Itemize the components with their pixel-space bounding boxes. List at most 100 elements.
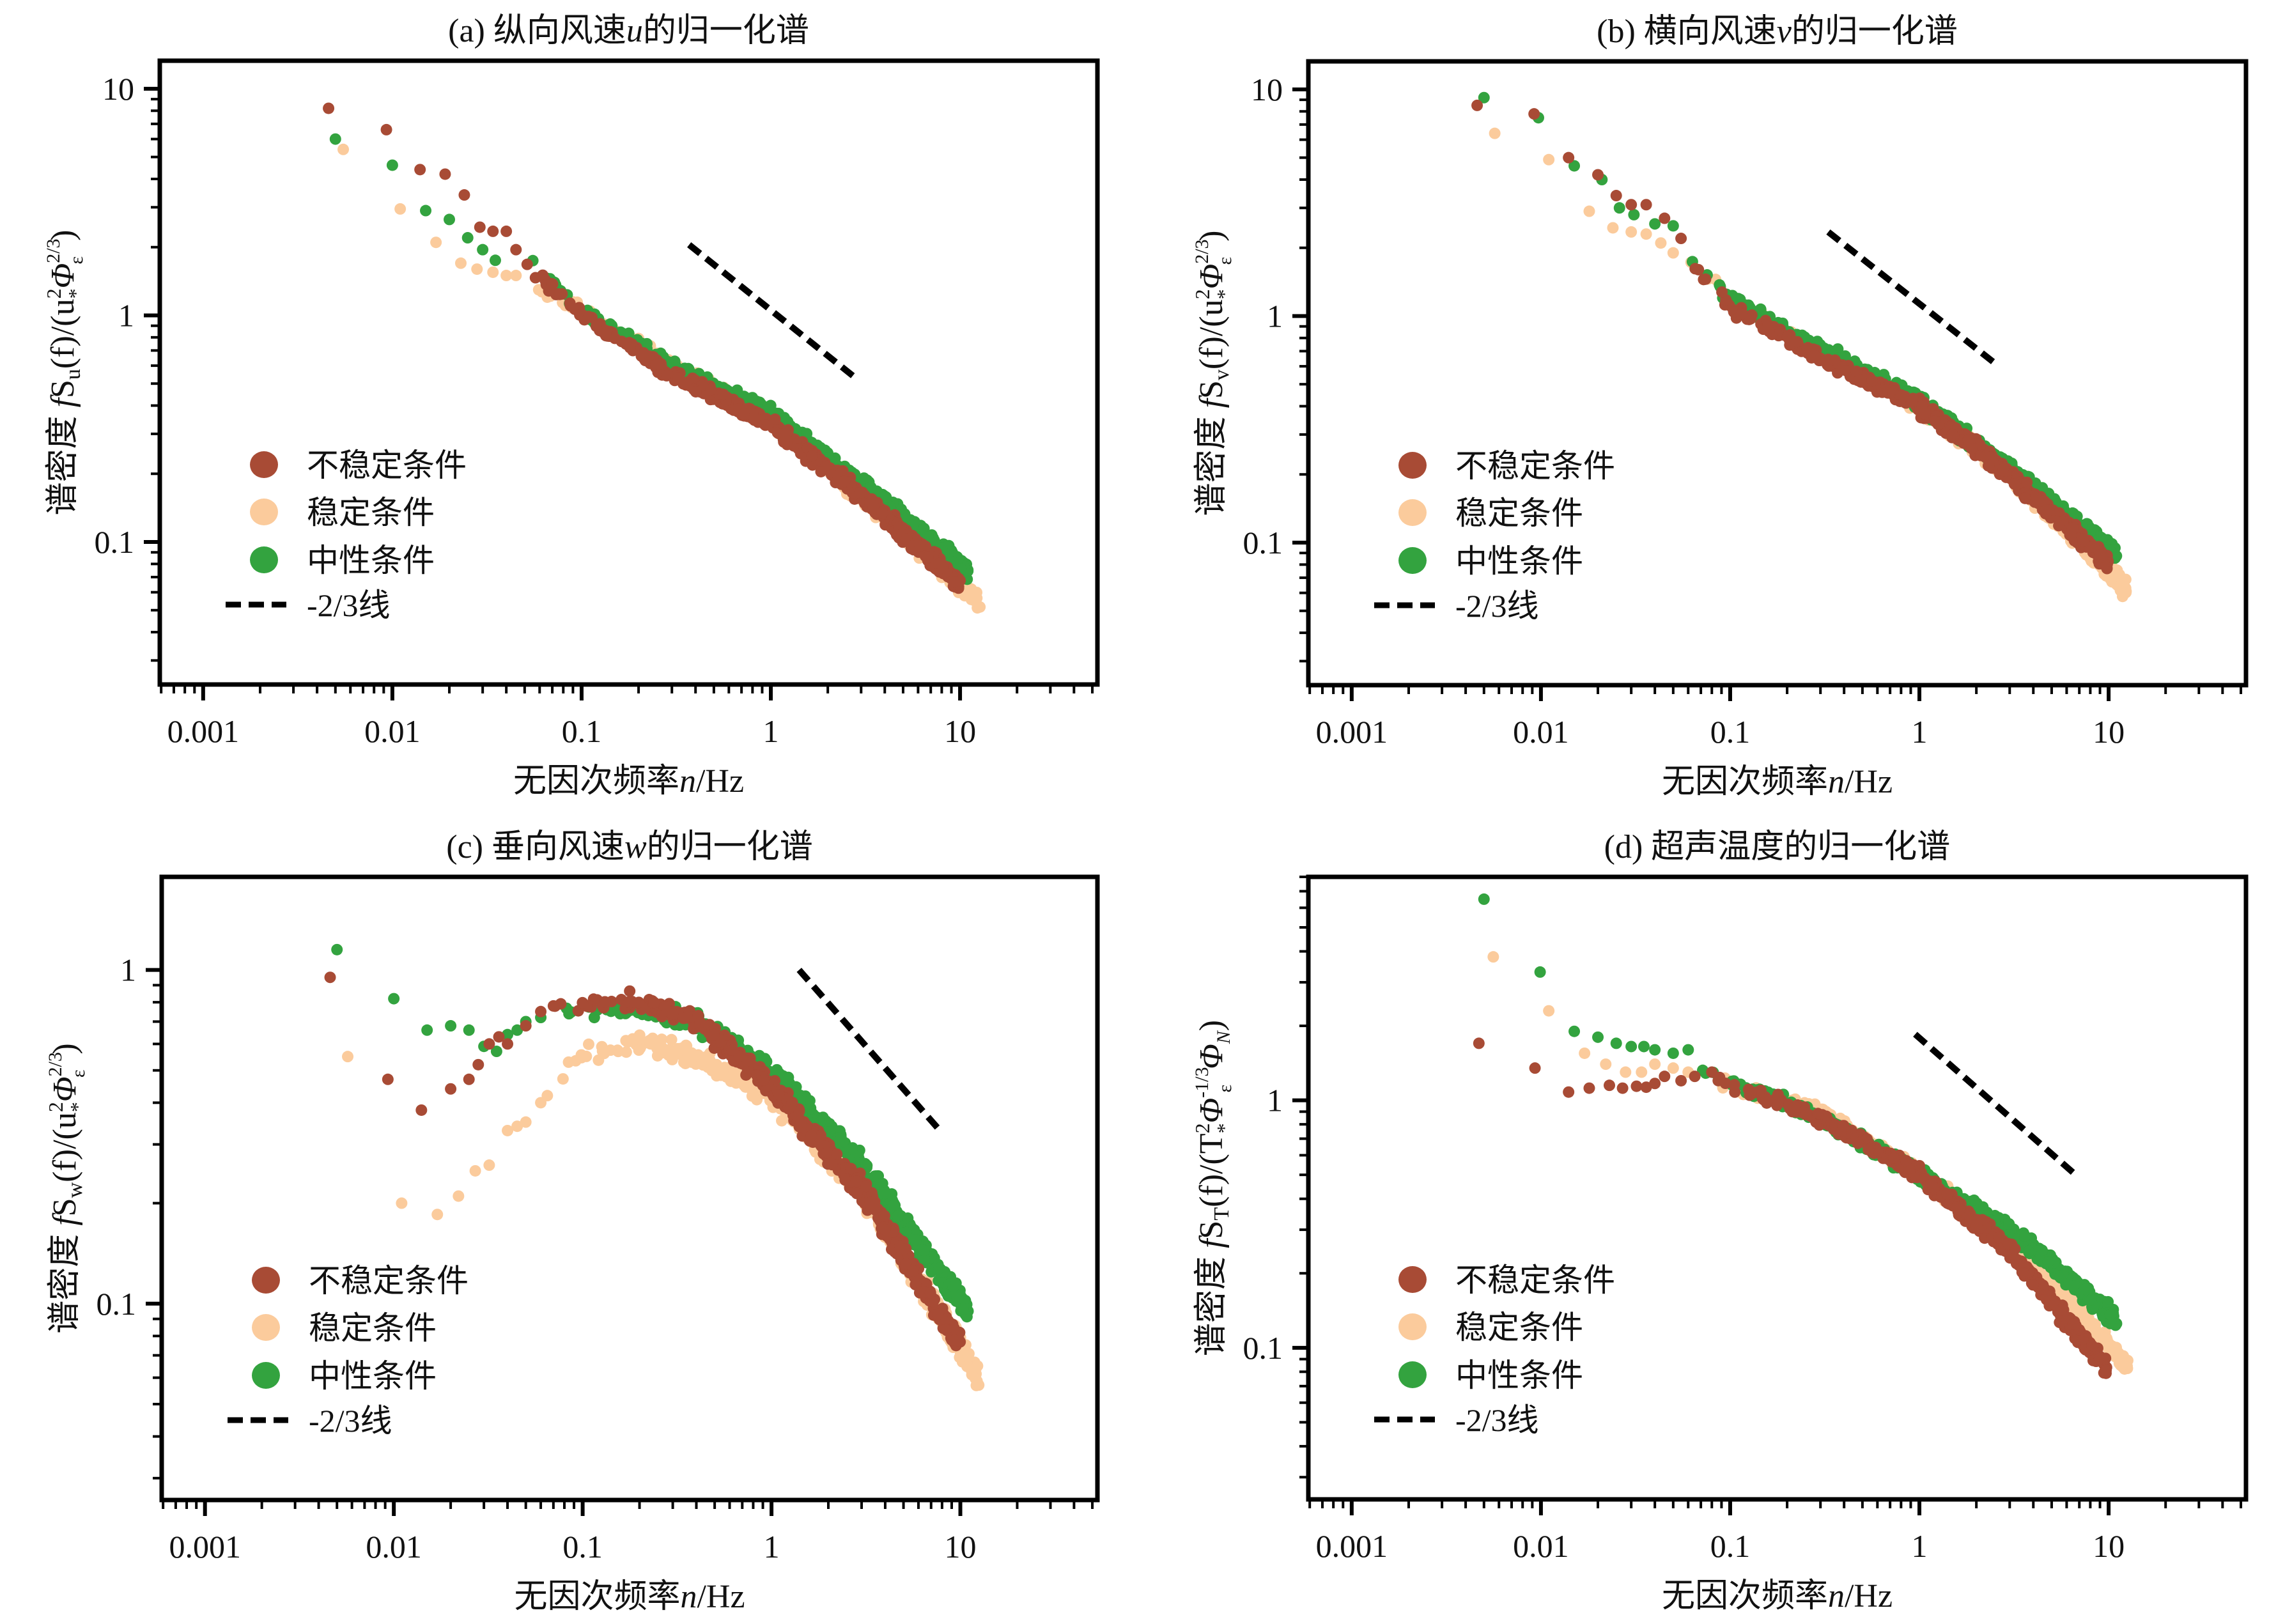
data-point-unstable xyxy=(2008,478,2020,490)
data-point-unstable xyxy=(2077,533,2089,545)
data-point-unstable xyxy=(633,996,645,1009)
data-point-unstable xyxy=(1675,233,1687,245)
data-point-unstable xyxy=(1855,374,1867,386)
data-point-neutral xyxy=(933,1262,945,1274)
data-point-stable xyxy=(665,1033,678,1046)
data-point-stable xyxy=(502,1124,514,1136)
data-point-stable xyxy=(731,1067,743,1079)
data-point-stable xyxy=(596,1040,608,1053)
data-point-stable xyxy=(431,1209,444,1221)
data-point-stable xyxy=(1640,228,1652,240)
reference-line-minus-two-thirds xyxy=(687,242,858,381)
x-label-text: 无因次频率 xyxy=(1662,764,1828,800)
data-point-unstable xyxy=(830,477,842,489)
title-prefix: (a) 纵向风速 xyxy=(448,13,626,49)
data-point-unstable xyxy=(414,164,426,176)
data-point-neutral xyxy=(747,392,759,404)
legend-label: 中性条件 xyxy=(1455,543,1583,579)
data-point-stable xyxy=(394,203,407,215)
data-point-unstable xyxy=(867,502,879,514)
data-point-stable xyxy=(1607,222,1619,234)
data-point-unstable xyxy=(2043,504,2055,516)
data-point-unstable xyxy=(932,1308,944,1320)
data-point-neutral xyxy=(477,244,489,256)
panel-title: (b) 横向风速v的归一化谱 xyxy=(1597,13,1958,50)
data-point-unstable xyxy=(1592,169,1604,181)
legend-label: -2/3线 xyxy=(307,587,391,623)
x-label-unit: /Hz xyxy=(696,763,744,800)
y-tick-label: 0.1 xyxy=(1243,525,1283,561)
axes-frame xyxy=(157,58,1100,687)
data-point-stable xyxy=(500,270,513,282)
y-label-part: 谱密度 xyxy=(45,407,81,515)
data-point-unstable xyxy=(1997,462,2010,474)
data-point-unstable xyxy=(690,385,702,398)
data-point-unstable xyxy=(876,507,888,519)
data-point-neutral xyxy=(918,1244,930,1257)
data-point-unstable xyxy=(546,278,559,290)
plot-area xyxy=(323,102,986,614)
data-point-unstable xyxy=(831,1148,843,1160)
data-point-unstable xyxy=(1929,415,1941,428)
data-point-stable xyxy=(699,1051,711,1063)
data-point-stable xyxy=(337,143,350,155)
data-point-unstable xyxy=(609,332,621,344)
legend-item-unstable: 不稳定条件 xyxy=(250,447,467,483)
legend-label: 不稳定条件 xyxy=(1455,448,1615,484)
title-variable: u xyxy=(626,13,643,49)
data-point-unstable xyxy=(1735,308,1747,320)
data-point-neutral xyxy=(1628,208,1640,220)
data-point-unstable xyxy=(738,408,750,420)
x-axis-label: 无因次频率n/Hz xyxy=(513,763,744,800)
data-point-neutral xyxy=(640,337,653,350)
x-tick-label: 0.01 xyxy=(364,713,421,749)
x-tick-label: 0.01 xyxy=(1513,714,1569,750)
data-point-stable xyxy=(633,1029,646,1041)
data-point-stable xyxy=(453,1190,465,1202)
y-label-part: Φ xyxy=(45,263,81,289)
y-label-part: (f)/(u xyxy=(1193,299,1230,369)
data-point-stable xyxy=(647,1032,659,1044)
title-variable: w xyxy=(624,829,647,865)
data-point-stable xyxy=(430,236,442,249)
data-point-neutral xyxy=(880,491,892,503)
data-point-unstable xyxy=(1983,459,1995,471)
data-point-unstable xyxy=(521,258,533,270)
data-point-unstable xyxy=(510,244,522,256)
data-point-neutral xyxy=(833,1135,845,1147)
data-point-unstable xyxy=(493,1031,505,1043)
data-point-unstable xyxy=(839,476,851,488)
data-point-stable xyxy=(969,1363,981,1375)
data-point-unstable xyxy=(1895,389,1907,401)
data-point-unstable xyxy=(2095,548,2107,561)
data-point-stable xyxy=(487,266,499,278)
title-suffix: 的归一化谱 xyxy=(647,829,813,865)
data-point-unstable xyxy=(1781,330,1793,343)
data-point-stable xyxy=(1543,153,1555,166)
data-point-stable xyxy=(1655,237,1667,249)
x-label-variable: n xyxy=(679,763,696,800)
data-point-stable xyxy=(510,270,522,282)
legend-item-unstable: 不稳定条件 xyxy=(1398,448,1615,484)
data-point-unstable xyxy=(661,369,673,382)
data-point-unstable xyxy=(458,189,470,201)
legend-item-reference-line: -2/3线 xyxy=(1374,588,1539,624)
plot-area xyxy=(1471,91,2132,603)
data-point-neutral xyxy=(445,1020,457,1032)
data-point-stable xyxy=(620,1046,632,1058)
x-axis: 0.001 0.01 0.1 1 10 xyxy=(160,686,1094,749)
data-point-neutral xyxy=(420,205,432,217)
data-point-unstable xyxy=(1610,190,1622,202)
data-point-neutral xyxy=(900,1226,912,1239)
data-point-unstable xyxy=(860,1180,872,1193)
legend-item-neutral: 中性条件 xyxy=(250,543,435,578)
data-point-unstable xyxy=(837,465,849,477)
data-point-unstable xyxy=(2021,476,2033,488)
legend-marker-stable xyxy=(250,499,278,525)
data-point-unstable xyxy=(323,102,335,114)
data-point-unstable xyxy=(927,1295,940,1308)
